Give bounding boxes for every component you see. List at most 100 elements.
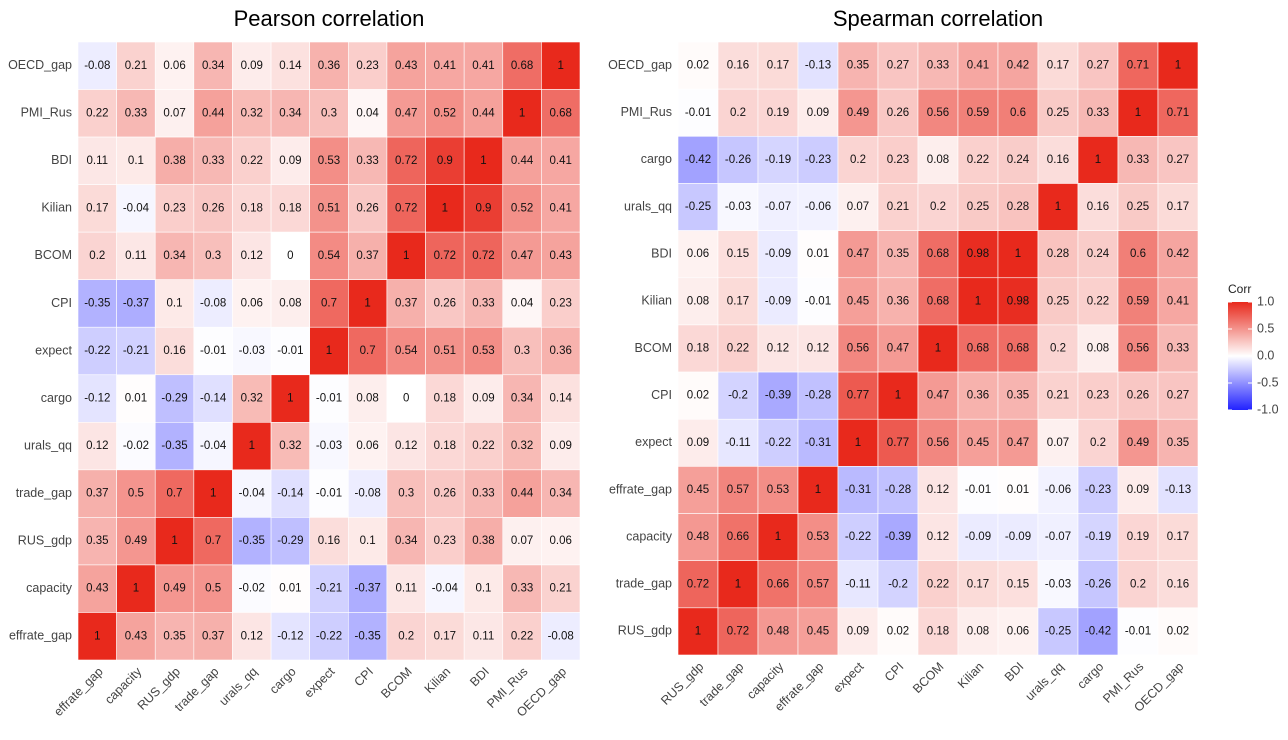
- heatmap-cell: [463, 184, 504, 233]
- heatmap-cell: [348, 517, 388, 566]
- heatmap-cell: [425, 136, 465, 185]
- heatmap-cell: [425, 184, 465, 233]
- heatmap-cell: [502, 422, 542, 471]
- cell-label: 0.35: [1167, 437, 1189, 449]
- x-tick-label: effrate_gap: [51, 665, 105, 719]
- cell-label: -0.23: [805, 154, 831, 166]
- heatmap-cell: [957, 466, 999, 514]
- cell-label: 0.7: [167, 488, 183, 500]
- cell-label: 0.9: [475, 202, 491, 214]
- heatmap-cell: [917, 277, 959, 326]
- heatmap-cell: [348, 89, 388, 138]
- cell-label: 1: [249, 440, 255, 452]
- heatmap-cell: [757, 418, 799, 467]
- heatmap-cell: [541, 184, 581, 233]
- heatmap-cell: [386, 469, 426, 518]
- heatmap-cell: [877, 466, 919, 514]
- heatmap-cell: [232, 326, 272, 376]
- cell-label: 0.45: [687, 484, 709, 496]
- heatmap-cell: [837, 183, 879, 231]
- cell-label: -0.11: [845, 578, 870, 590]
- cell-label: -0.03: [316, 440, 342, 452]
- cell-label: 0.54: [318, 250, 341, 262]
- heatmap-cell: [193, 612, 233, 661]
- cell-label: -0.31: [845, 484, 871, 496]
- cell-label: -0.25: [685, 201, 711, 213]
- heatmap-cell: [877, 136, 919, 184]
- cell-label: 0.53: [472, 345, 494, 357]
- heatmap-cell: [677, 466, 719, 514]
- cell-label: 0.56: [927, 437, 949, 449]
- heatmap-cell: [1037, 277, 1079, 326]
- cell-label: -0.07: [1045, 531, 1071, 543]
- heatmap-cell: [1117, 560, 1159, 609]
- cell-label: 0.01: [807, 248, 829, 260]
- heatmap-cell: [717, 88, 759, 137]
- heatmap-cell: [957, 136, 999, 184]
- cell-label: 0.37: [356, 250, 378, 262]
- cell-label: 0.17: [767, 60, 789, 72]
- heatmap-cell: [677, 277, 719, 326]
- cell-label: 0.34: [202, 60, 225, 72]
- heatmap-cell: [837, 607, 879, 656]
- cell-label: 0.08: [279, 297, 301, 309]
- heatmap-cell: [797, 466, 839, 514]
- cell-label: 0.25: [967, 201, 989, 213]
- colorbar-tick-label: 0.0: [1257, 348, 1274, 362]
- heatmap-cell: [232, 612, 272, 661]
- cell-label: 0.33: [356, 155, 378, 167]
- cell-label: 0.06: [549, 535, 571, 547]
- cell-label: 0.1: [128, 155, 144, 167]
- heatmap-cell: [917, 371, 959, 420]
- heatmap-cell: [1117, 183, 1159, 231]
- cell-label: 0.11: [473, 630, 495, 642]
- heatmap-cell: [957, 418, 999, 467]
- heatmap-cell: [425, 469, 465, 518]
- cell-label: 0.12: [241, 630, 263, 642]
- cell-label: 0.3: [321, 107, 337, 119]
- cell-label: 0.27: [1167, 390, 1189, 402]
- heatmap-cell: [1117, 607, 1159, 656]
- cell-label: 0.49: [1127, 437, 1149, 449]
- cell-label: 0.7: [321, 297, 337, 309]
- cell-label: 0.72: [395, 202, 417, 214]
- heatmap-cell: [463, 279, 504, 328]
- heatmap-cell: [877, 607, 919, 656]
- cell-label: 0.02: [1167, 625, 1189, 637]
- cell-label: 0.48: [767, 625, 789, 637]
- heatmap-cell: [232, 564, 272, 613]
- heatmap-cell: [797, 88, 839, 137]
- heatmap-cell: [917, 324, 959, 373]
- cell-label: 0.16: [727, 60, 749, 72]
- heatmap-cell: [717, 513, 759, 561]
- cell-label: 1: [480, 155, 486, 167]
- cell-label: 1: [326, 345, 332, 357]
- colorbar-tick-label: -0.5: [1257, 375, 1279, 389]
- cell-label: -0.08: [84, 60, 110, 72]
- cell-label: 0.68: [927, 295, 949, 307]
- y-tick-label: BCOM: [35, 248, 73, 262]
- cell-label: 0.12: [241, 250, 263, 262]
- cell-label: 0.59: [967, 107, 989, 119]
- cell-label: 0.07: [163, 107, 185, 119]
- heatmap-cell: [502, 517, 542, 566]
- heatmap-cell: [425, 41, 465, 90]
- cell-label: 1: [1055, 201, 1061, 213]
- cell-label: 0.16: [318, 535, 340, 547]
- heatmap-cell: [1157, 277, 1199, 326]
- cell-label: 1: [1015, 248, 1021, 260]
- cell-label: -0.01: [965, 484, 991, 496]
- cell-label: 0.36: [887, 295, 909, 307]
- heatmap-cell: [425, 422, 465, 471]
- chart-title: Pearson correlation: [234, 6, 425, 31]
- cell-label: 0.34: [163, 250, 186, 262]
- heatmap-cell: [1157, 607, 1199, 656]
- cell-label: 0.33: [927, 60, 949, 72]
- cell-label: 0.23: [434, 535, 456, 547]
- y-tick-label: PMI_Rus: [21, 106, 72, 120]
- cell-label: 0.5: [128, 488, 144, 500]
- cell-label: -0.13: [1165, 484, 1191, 496]
- heatmap-cell: [386, 136, 426, 185]
- heatmap-cell: [757, 41, 799, 90]
- cell-label: 0.44: [472, 107, 495, 119]
